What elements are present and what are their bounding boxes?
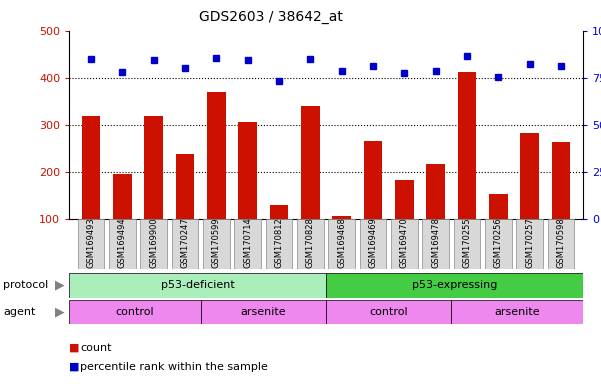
Bar — [457, 72, 477, 266]
FancyBboxPatch shape — [451, 300, 583, 324]
Text: GSM170247: GSM170247 — [180, 217, 189, 268]
Bar — [489, 194, 508, 266]
Bar — [395, 180, 413, 266]
FancyBboxPatch shape — [109, 219, 136, 269]
Text: control: control — [115, 307, 154, 317]
Text: p53-deficient: p53-deficient — [160, 280, 234, 290]
Text: percentile rank within the sample: percentile rank within the sample — [80, 362, 268, 372]
Bar — [207, 92, 226, 266]
Text: control: control — [370, 307, 408, 317]
FancyBboxPatch shape — [548, 219, 575, 269]
Text: GDS2603 / 38642_at: GDS2603 / 38642_at — [198, 10, 343, 23]
Bar — [270, 205, 288, 266]
Text: GSM170812: GSM170812 — [275, 217, 284, 268]
FancyBboxPatch shape — [203, 219, 230, 269]
Text: protocol: protocol — [3, 280, 48, 290]
Text: GSM169900: GSM169900 — [149, 217, 158, 268]
Bar — [239, 122, 257, 266]
Text: ▶: ▶ — [55, 279, 65, 291]
Text: arsenite: arsenite — [240, 307, 286, 317]
FancyBboxPatch shape — [297, 219, 324, 269]
Text: GSM169493: GSM169493 — [87, 217, 96, 268]
FancyBboxPatch shape — [423, 219, 449, 269]
Text: agent: agent — [3, 307, 35, 317]
FancyBboxPatch shape — [141, 219, 167, 269]
Text: p53-expressing: p53-expressing — [412, 280, 497, 290]
Bar — [364, 141, 382, 266]
FancyBboxPatch shape — [485, 219, 511, 269]
FancyBboxPatch shape — [328, 219, 355, 269]
FancyBboxPatch shape — [326, 273, 583, 298]
FancyBboxPatch shape — [172, 219, 198, 269]
FancyBboxPatch shape — [391, 219, 418, 269]
Bar — [332, 215, 351, 266]
Text: GSM169469: GSM169469 — [368, 217, 377, 268]
Bar — [175, 154, 195, 266]
Bar — [552, 142, 570, 266]
Text: GSM170714: GSM170714 — [243, 217, 252, 268]
Bar — [520, 133, 539, 266]
FancyBboxPatch shape — [234, 219, 261, 269]
FancyBboxPatch shape — [78, 219, 105, 269]
Text: count: count — [80, 343, 111, 353]
FancyBboxPatch shape — [69, 300, 201, 324]
FancyBboxPatch shape — [360, 219, 386, 269]
FancyBboxPatch shape — [201, 300, 326, 324]
FancyBboxPatch shape — [69, 273, 326, 298]
Text: GSM169470: GSM169470 — [400, 217, 409, 268]
Text: GSM170598: GSM170598 — [557, 217, 566, 268]
Text: GSM170828: GSM170828 — [306, 217, 315, 268]
Bar — [82, 116, 100, 266]
Bar — [426, 164, 445, 266]
Text: GSM170599: GSM170599 — [212, 217, 221, 268]
Bar — [144, 116, 163, 266]
Text: GSM170255: GSM170255 — [463, 217, 472, 268]
Text: GSM169478: GSM169478 — [431, 217, 440, 268]
Text: ■: ■ — [69, 362, 79, 372]
Bar — [301, 106, 320, 266]
Text: GSM169468: GSM169468 — [337, 217, 346, 268]
Text: ▶: ▶ — [55, 306, 65, 318]
FancyBboxPatch shape — [326, 300, 451, 324]
FancyBboxPatch shape — [266, 219, 292, 269]
Text: GSM170257: GSM170257 — [525, 217, 534, 268]
FancyBboxPatch shape — [454, 219, 480, 269]
Bar — [113, 174, 132, 266]
Text: GSM169494: GSM169494 — [118, 217, 127, 268]
FancyBboxPatch shape — [516, 219, 543, 269]
Text: GSM170256: GSM170256 — [494, 217, 503, 268]
Text: ■: ■ — [69, 343, 79, 353]
Text: arsenite: arsenite — [495, 307, 540, 317]
